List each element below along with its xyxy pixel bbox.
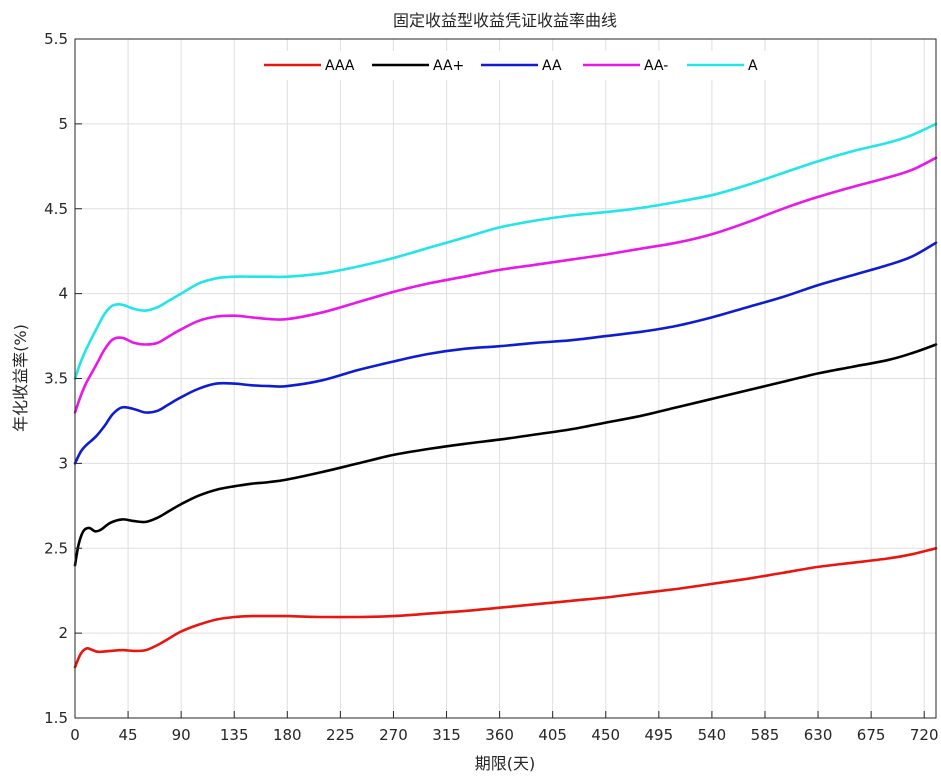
legend-label: AA- — [644, 58, 668, 74]
x-tick-label: 495 — [645, 726, 674, 744]
x-axis-title: 期限(天) — [475, 754, 536, 773]
y-axis-title: 年化收益率(%) — [11, 324, 30, 432]
x-tick-label: 225 — [326, 726, 355, 744]
y-tick-label: 2 — [58, 624, 68, 642]
y-tick-label: 5.5 — [44, 30, 68, 48]
legend-label: AAA — [325, 58, 355, 74]
y-tick-label: 4.5 — [44, 200, 68, 218]
y-tick-label: 5 — [58, 115, 68, 133]
x-tick-label: 0 — [70, 726, 80, 744]
chart-title: 固定收益型收益凭证收益率曲线 — [393, 11, 617, 30]
x-tick-label: 270 — [379, 726, 408, 744]
y-tick-label: 3.5 — [44, 370, 68, 388]
x-tick-label: 405 — [538, 726, 567, 744]
x-tick-label: 675 — [857, 726, 886, 744]
x-tick-label: 630 — [804, 726, 833, 744]
series-line-2 — [73, 343, 938, 567]
series-line-4 — [73, 156, 938, 414]
x-tick-label: 90 — [172, 726, 191, 744]
x-tick-label: 45 — [119, 726, 138, 744]
x-tick-label: 720 — [910, 726, 939, 744]
y-tick-label: 1.5 — [44, 709, 68, 727]
x-tick-label: 180 — [273, 726, 302, 744]
x-tick-label: 360 — [485, 726, 514, 744]
x-tick-label: 135 — [220, 726, 249, 744]
y-tick-label: 2.5 — [44, 539, 68, 557]
x-tick-label: 450 — [591, 726, 620, 744]
x-tick-label: 540 — [698, 726, 727, 744]
x-tick-label: 315 — [432, 726, 461, 744]
x-tick-label: 585 — [751, 726, 780, 744]
series-line-3 — [73, 241, 938, 465]
legend-label: A — [748, 58, 758, 74]
axis-ticks: 0 45 90 135 180 225 270 315 360 405 450 495 540 585 63… — [44, 30, 938, 744]
series-line-1 — [73, 547, 938, 669]
legend: AAA AA+ AA AA- A — [258, 51, 770, 80]
y-tick-label: 4 — [58, 285, 68, 303]
legend-label: AA+ — [433, 58, 464, 74]
y-tick-label: 3 — [58, 454, 68, 472]
legend-label: AA — [542, 58, 562, 74]
series-lines — [73, 122, 938, 669]
series-line-5 — [73, 122, 938, 380]
